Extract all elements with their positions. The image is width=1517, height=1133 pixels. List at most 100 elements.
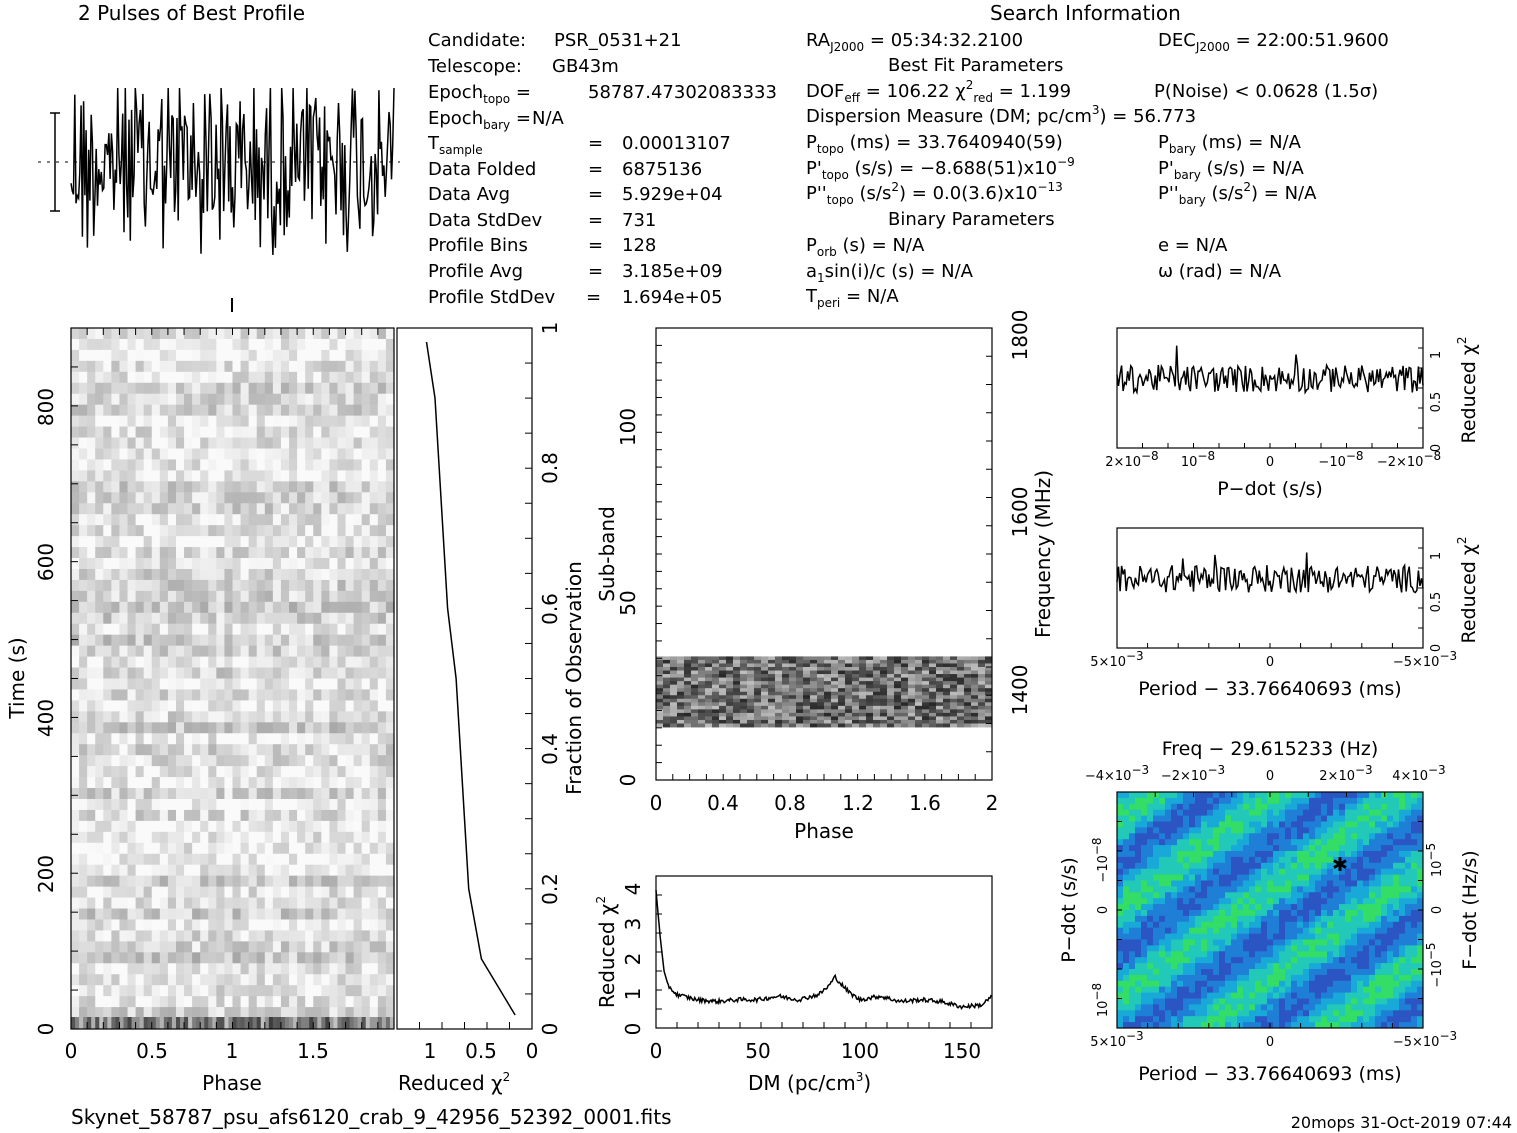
p-pdot-pixel <box>1357 809 1364 816</box>
subband-pixel <box>824 695 832 700</box>
time-phase-pixel <box>216 1017 221 1029</box>
subband-pixel <box>768 656 776 661</box>
p-pdot-pixel <box>1333 833 1340 840</box>
time-phase-pixel <box>95 678 104 690</box>
time-phase-pixel <box>119 656 129 668</box>
time-phase-pixel <box>79 689 88 701</box>
p-pdot-pixel <box>1225 856 1232 864</box>
time-phase-pixel <box>313 667 322 679</box>
p-pdot-pixel <box>1387 892 1394 899</box>
time-phase-pixel <box>95 689 104 701</box>
subband-pixel <box>894 688 902 693</box>
time-phase-pixel <box>321 700 330 712</box>
subband-pixel <box>950 691 958 696</box>
p-pdot-pixel <box>1207 792 1214 799</box>
p-pdot-pixel <box>1411 792 1418 799</box>
ra-label: RAJ2000 = 05:34:32.2100 <box>806 30 1023 54</box>
subband-pixel <box>677 702 685 707</box>
p-pdot-pixel <box>1345 868 1352 875</box>
time-phase-pixel <box>143 722 153 734</box>
subband-pixel <box>698 712 706 717</box>
time-phase-pixel <box>71 864 80 877</box>
p-pdot-pixel <box>1285 815 1292 822</box>
time-phase-pixel <box>103 678 112 690</box>
time-phase-pixel <box>232 448 242 460</box>
time-phase-pixel <box>256 437 266 449</box>
time-phase-pixel <box>264 382 274 395</box>
subband-pixel <box>915 719 923 724</box>
p-pdot-pixel <box>1135 862 1142 870</box>
time-phase-pixel <box>385 525 395 537</box>
time-phase-pixel <box>111 558 121 570</box>
p-pdot-pixel <box>1231 839 1238 846</box>
p-pdot-pixel <box>1303 827 1310 834</box>
time-phase-pixel <box>127 601 137 614</box>
time-phase-pixel <box>353 514 363 526</box>
time-phase-pixel <box>240 996 250 1008</box>
subband-pixel <box>761 667 769 671</box>
p-pdot-pixel <box>1213 809 1220 816</box>
time-phase-pixel <box>87 656 96 668</box>
p-pdot-pixel <box>1183 856 1190 864</box>
time-phase-pixel <box>87 809 96 822</box>
subband-pixel <box>698 684 706 689</box>
subband-pixel <box>705 716 713 721</box>
subband-pixel <box>978 702 986 707</box>
time-phase-pixel <box>192 547 201 559</box>
time-phase-pixel <box>289 579 298 592</box>
time-phase-pixel <box>329 590 339 603</box>
time-phase-pixel <box>135 777 145 789</box>
time-phase-pixel <box>111 908 121 920</box>
time-phase-pixel <box>337 525 347 537</box>
time-phase-pixel <box>119 612 129 625</box>
subband-pixel <box>824 663 832 668</box>
time-phase-pixel <box>385 328 395 340</box>
time-phase-pixel <box>353 842 363 855</box>
chi-frac-ticks <box>396 327 533 1030</box>
time-phase-pixel <box>305 514 314 526</box>
time-phase-pixel <box>289 831 298 844</box>
subband-pixel <box>740 698 748 703</box>
subband-pixel <box>768 691 776 696</box>
subband-pixel <box>761 684 769 689</box>
time-phase-pixel <box>240 919 250 931</box>
p-pdot-pixel <box>1315 851 1322 858</box>
p-pdot-pixel <box>1219 886 1226 893</box>
time-phase-pixel <box>256 722 266 734</box>
p-pdot-pixel <box>1297 833 1304 840</box>
time-phase-pixel <box>353 1017 359 1029</box>
time-phase-pixel <box>151 481 161 493</box>
subband-pixel <box>929 719 937 724</box>
p-pdot-plane-plot: Freq − 29.615233 (Hz) ✱ −4×10−3 −2×10−3 … <box>1058 738 1481 1085</box>
subband-pixel <box>810 688 818 693</box>
time-phase-pixel <box>175 853 185 866</box>
time-phase-pixel <box>208 503 217 515</box>
time-phase-pixel <box>297 415 306 427</box>
time-phase-pixel <box>159 623 169 636</box>
time-phase-pixel <box>127 338 137 351</box>
time-phase-pixel <box>127 459 137 471</box>
time-phase-pixel <box>208 733 217 745</box>
time-phase-pixel <box>184 645 193 657</box>
time-phase-pixel <box>159 547 169 559</box>
time-phase-pixel <box>127 842 137 855</box>
subband-pixel <box>691 695 699 700</box>
subband-pixel <box>964 712 972 717</box>
time-phase-pixel <box>111 897 121 909</box>
subband-pixel <box>978 688 986 693</box>
time-phase-pixel <box>71 558 80 570</box>
time-phase-pixel <box>272 886 282 898</box>
frac-tick-0: 0 <box>538 1023 562 1036</box>
subband-pixel <box>964 670 972 675</box>
p-pdot-pixel <box>1117 809 1124 816</box>
subband-pixel <box>831 723 839 728</box>
time-phase-pixel <box>305 426 314 438</box>
p-pdot-pixel <box>1195 815 1202 822</box>
p-pdot-pixel <box>1345 809 1352 816</box>
time-phase-pixel <box>167 393 177 406</box>
p-pdot-pixel <box>1183 803 1190 811</box>
subband-pixel <box>719 677 727 682</box>
time-phase-pixel <box>377 328 387 340</box>
time-phase-pixel <box>321 853 330 866</box>
p-pdot-pixel <box>1363 845 1370 852</box>
